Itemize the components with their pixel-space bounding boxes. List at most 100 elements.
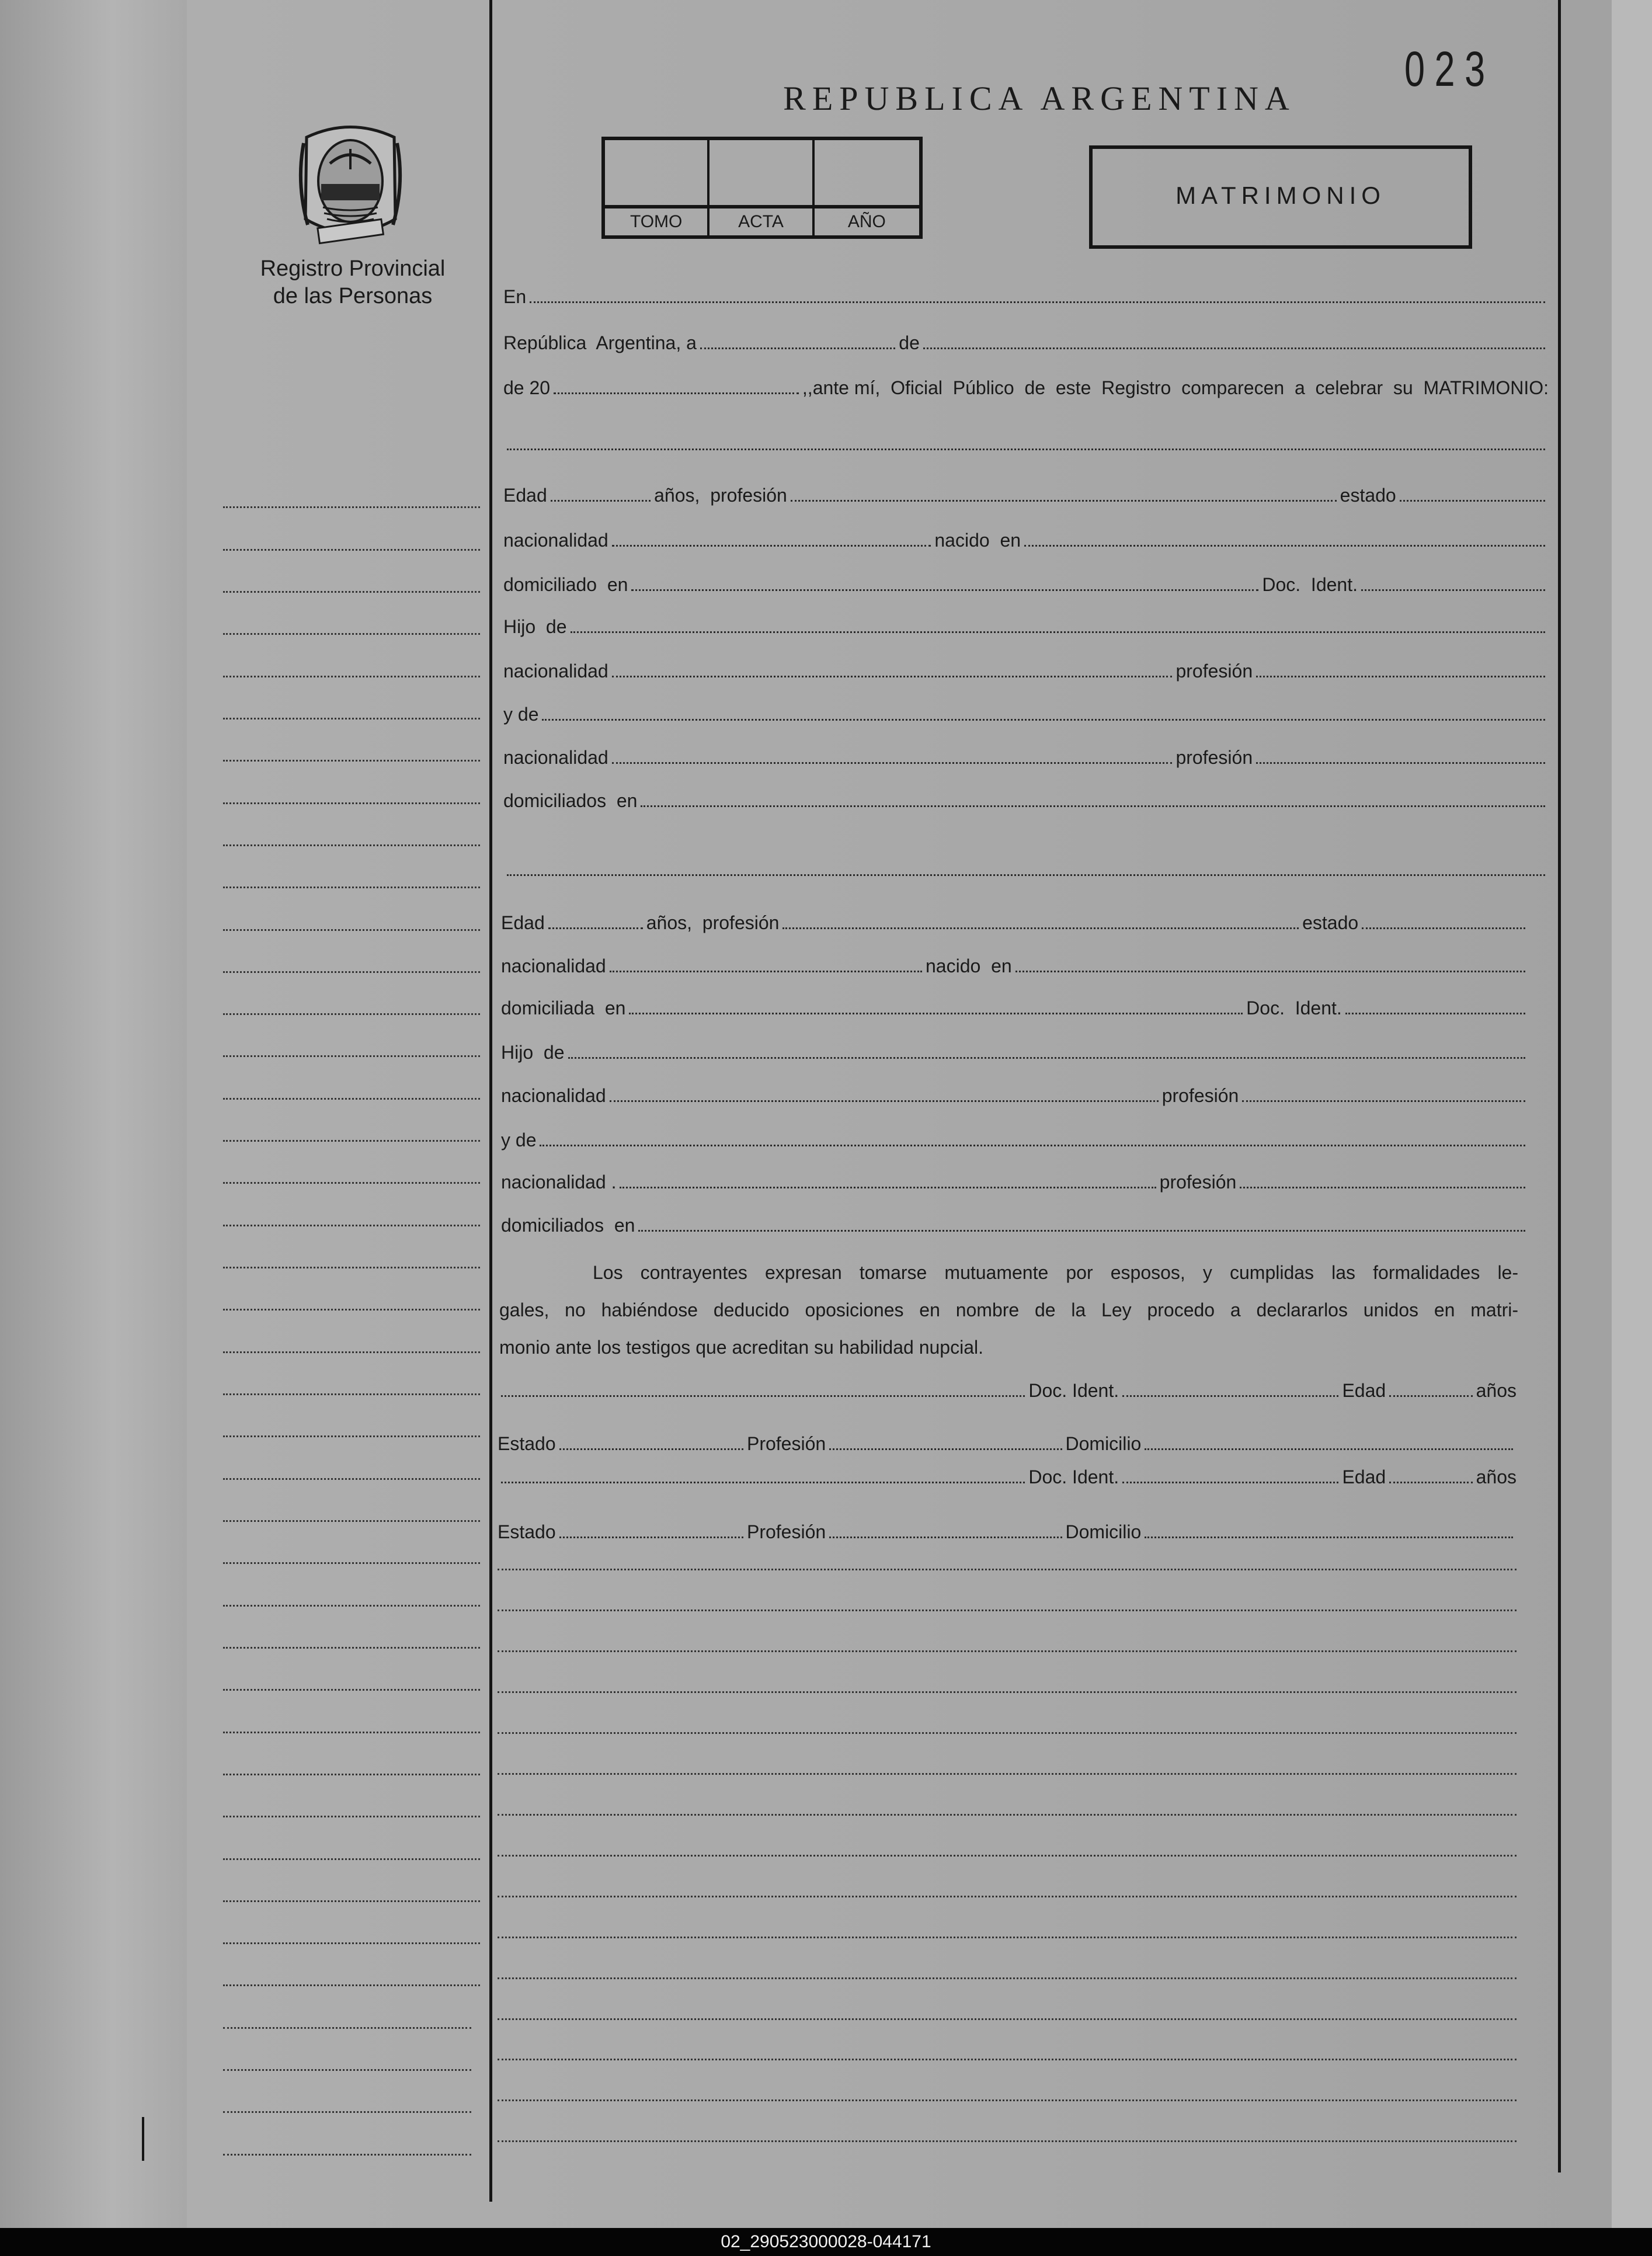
blank-fill-in-line[interactable] [498, 1773, 1517, 1775]
fill-in-field[interactable] [570, 631, 1545, 633]
fill-in-field[interactable] [829, 1448, 1062, 1450]
margin-note-line[interactable] [223, 1900, 480, 1902]
margin-note-line[interactable] [223, 1605, 480, 1607]
fill-in-field[interactable] [559, 1448, 743, 1450]
fill-in-field[interactable] [1015, 971, 1525, 972]
fill-in-field[interactable] [782, 927, 1299, 929]
fill-in-field[interactable] [568, 1057, 1525, 1059]
margin-note-line[interactable] [223, 1774, 480, 1775]
margin-note-line[interactable] [223, 1647, 480, 1649]
margin-note-line[interactable] [223, 760, 480, 762]
margin-note-line[interactable] [223, 718, 480, 719]
margin-note-line[interactable] [223, 929, 480, 931]
fill-in-field[interactable] [559, 1537, 743, 1538]
fill-in-field[interactable] [1122, 1395, 1339, 1397]
margin-note-line[interactable] [223, 1351, 480, 1353]
fill-in-field[interactable] [501, 1395, 1025, 1397]
fill-in-field[interactable] [631, 589, 1259, 591]
blank-fill-in-line[interactable] [498, 2018, 1517, 2020]
fill-in-field[interactable] [1389, 1482, 1473, 1483]
margin-note-line[interactable] [223, 1984, 480, 1986]
blank-fill-in-line[interactable] [498, 1937, 1517, 1938]
margin-note-line[interactable] [223, 802, 480, 804]
fill-in-field[interactable] [611, 676, 1173, 677]
margin-note-line[interactable] [223, 1520, 480, 1522]
margin-note-line[interactable] [223, 1478, 480, 1480]
fill-in-field[interactable] [829, 1537, 1062, 1538]
fill-in-field[interactable] [611, 762, 1173, 764]
margin-note-line[interactable] [223, 1689, 480, 1691]
blank-fill-in-line[interactable] [498, 1650, 1517, 1652]
blank-fill-in-line[interactable] [498, 2099, 1517, 2101]
fill-in-field[interactable] [540, 1145, 1525, 1146]
margin-note-line[interactable] [223, 887, 480, 888]
fill-in-field[interactable] [1145, 1537, 1513, 1538]
margin-note-line[interactable] [223, 1816, 480, 1817]
fill-in-field[interactable] [620, 1187, 1156, 1188]
margin-note-line[interactable] [223, 1055, 480, 1057]
margin-note-line[interactable] [223, 1942, 480, 1944]
margin-note-line[interactable] [223, 2069, 471, 2071]
fill-in-field[interactable] [1361, 589, 1545, 591]
margin-note-line[interactable] [223, 1309, 480, 1311]
fill-in-field[interactable] [700, 347, 896, 349]
margin-note-line[interactable] [223, 2027, 471, 2029]
fill-in-field[interactable] [1145, 1448, 1513, 1450]
margin-note-line[interactable] [223, 1858, 480, 1860]
margin-note-line[interactable] [223, 1393, 480, 1395]
fill-in-field[interactable] [507, 449, 1545, 450]
blank-fill-in-line[interactable] [498, 1855, 1517, 1857]
fill-in-field[interactable] [629, 1013, 1243, 1014]
fill-in-field[interactable] [923, 347, 1545, 349]
margin-note-line[interactable] [223, 2154, 471, 2156]
fill-in-field[interactable] [609, 1100, 1159, 1102]
margin-note-line[interactable] [223, 676, 480, 677]
margin-note-line[interactable] [223, 2111, 471, 2113]
blank-fill-in-line[interactable] [498, 1896, 1517, 1897]
fill-in-field[interactable] [609, 971, 922, 972]
blank-fill-in-line[interactable] [498, 1732, 1517, 1734]
blank-fill-in-line[interactable] [498, 2059, 1517, 2060]
fill-in-field[interactable] [1122, 1482, 1339, 1483]
fill-in-field[interactable] [550, 500, 651, 502]
blank-fill-in-line[interactable] [498, 2140, 1517, 2142]
fill-in-field[interactable] [548, 927, 643, 929]
margin-note-line[interactable] [223, 591, 480, 593]
margin-note-line[interactable] [223, 549, 480, 551]
margin-note-line[interactable] [223, 1182, 480, 1184]
fill-in-field[interactable] [1399, 500, 1545, 502]
fill-in-field[interactable] [507, 874, 1545, 876]
margin-note-line[interactable] [223, 1225, 480, 1226]
fill-in-field[interactable] [1389, 1395, 1473, 1397]
blank-fill-in-line[interactable] [498, 1610, 1517, 1611]
fill-in-field[interactable] [530, 301, 1545, 303]
margin-note-line[interactable] [223, 1732, 480, 1733]
blank-fill-in-line[interactable] [498, 1691, 1517, 1693]
margin-note-line[interactable] [223, 1140, 480, 1142]
fill-in-field[interactable] [1256, 676, 1545, 677]
margin-note-line[interactable] [223, 1267, 480, 1268]
fill-in-field[interactable] [1242, 1100, 1525, 1102]
fill-in-field[interactable] [1345, 1013, 1525, 1014]
fill-in-field[interactable] [501, 1482, 1025, 1483]
fill-in-field[interactable] [554, 392, 799, 394]
fill-in-field[interactable] [641, 805, 1545, 807]
fill-in-field[interactable] [790, 500, 1337, 502]
fill-in-field[interactable] [1240, 1187, 1525, 1188]
fill-in-field[interactable] [1256, 762, 1545, 764]
margin-note-line[interactable] [223, 844, 480, 846]
fill-in-field[interactable] [638, 1230, 1525, 1232]
margin-note-line[interactable] [223, 506, 480, 508]
blank-fill-in-line[interactable] [498, 1814, 1517, 1816]
margin-note-line[interactable] [223, 1013, 480, 1015]
fill-in-field[interactable] [611, 545, 931, 547]
margin-note-line[interactable] [223, 971, 480, 973]
margin-note-line[interactable] [223, 633, 480, 635]
margin-note-line[interactable] [223, 1435, 480, 1437]
blank-fill-in-line[interactable] [498, 1569, 1517, 1570]
margin-note-line[interactable] [223, 1098, 480, 1100]
margin-note-line[interactable] [223, 1562, 480, 1564]
fill-in-field[interactable] [1362, 927, 1525, 929]
fill-in-field[interactable] [542, 719, 1545, 721]
fill-in-field[interactable] [1024, 545, 1545, 547]
